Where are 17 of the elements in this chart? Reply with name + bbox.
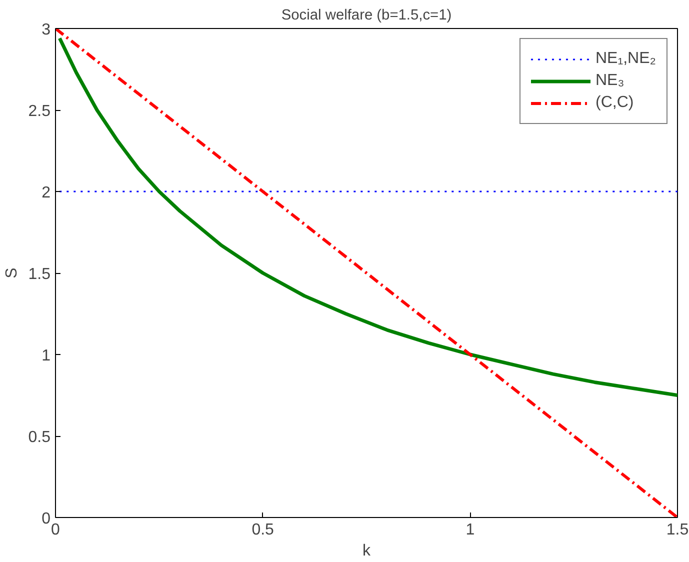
line-series bbox=[58, 36, 678, 397]
y-tick-label: 0 bbox=[42, 510, 51, 528]
x-tick-label: 1.5 bbox=[666, 522, 689, 538]
legend-label: (C,C) bbox=[595, 94, 634, 112]
y-tick-label: 0.5 bbox=[28, 429, 51, 446]
legend-label: NE₁,NE₂ bbox=[595, 50, 656, 68]
legend-label: NE₃ bbox=[595, 72, 624, 90]
y-axis-title: S bbox=[3, 268, 20, 278]
y-tick-label: 1.5 bbox=[28, 266, 51, 283]
x-axis-title: k bbox=[362, 542, 372, 560]
y-tick-label: 2 bbox=[42, 184, 51, 202]
chart-title: Social welfare (b=1.5,c=1) bbox=[281, 8, 452, 24]
y-tick-label: 1 bbox=[42, 348, 51, 364]
y-tick-label: 2.5 bbox=[28, 103, 51, 120]
y-tick-label: 3 bbox=[42, 22, 51, 38]
x-tick-label: 1 bbox=[466, 522, 475, 538]
x-tick-label: 0.5 bbox=[252, 522, 274, 538]
